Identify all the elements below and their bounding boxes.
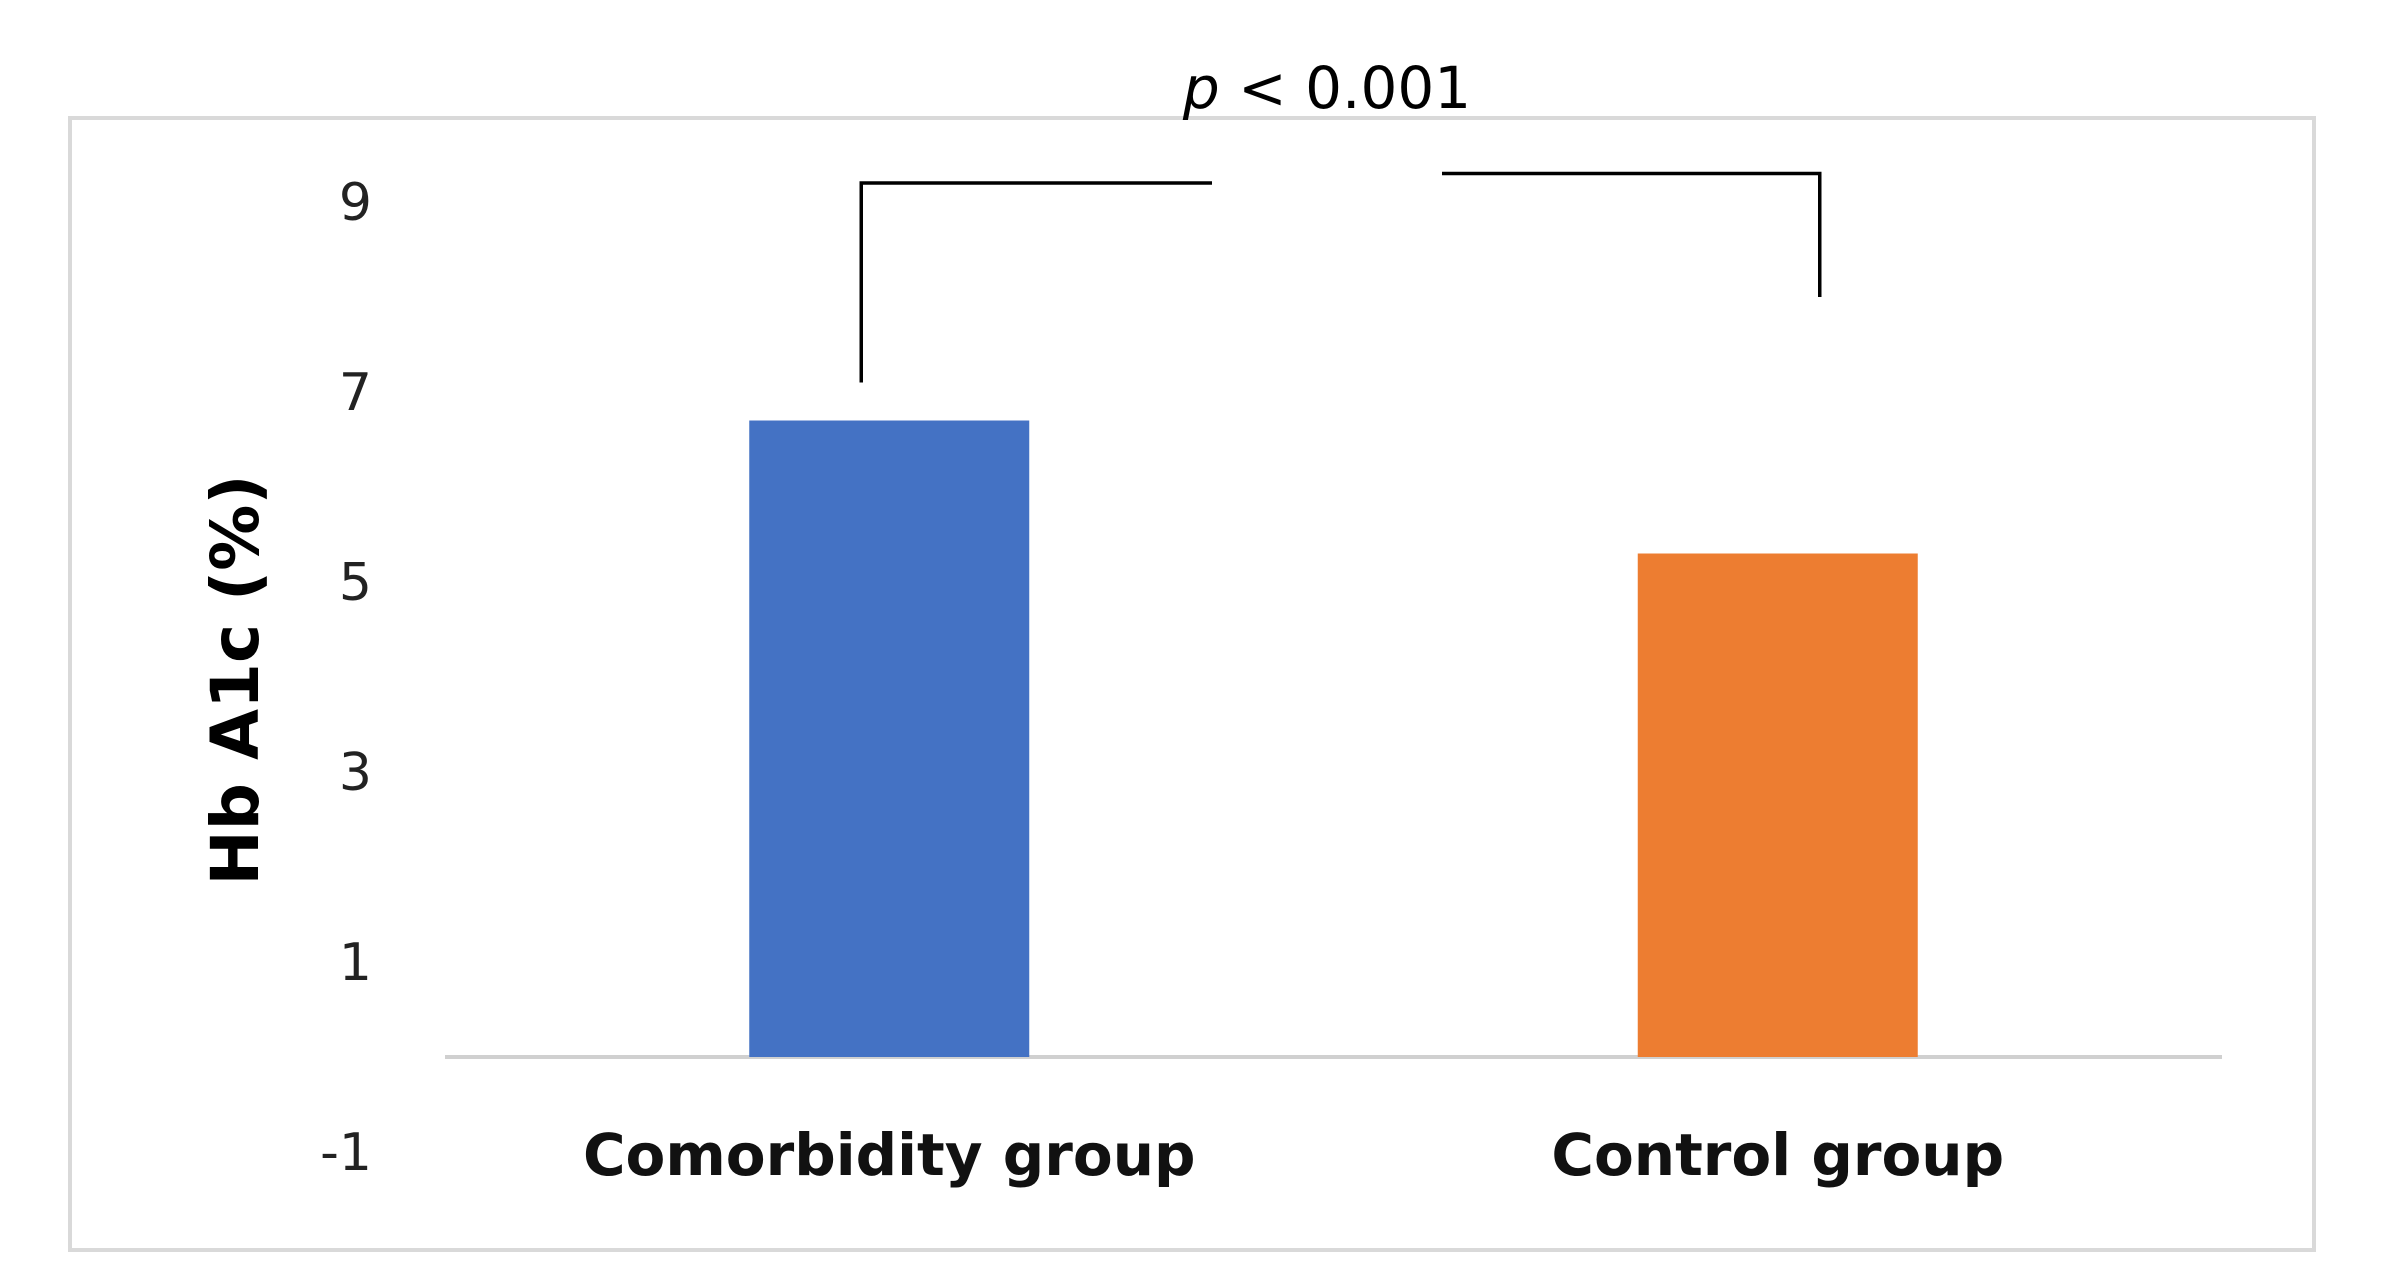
chart-frame: [68, 116, 2316, 1252]
bracket-left-arm: [859, 181, 1212, 383]
y-tick-label: 5: [339, 553, 372, 613]
p-value: < 0.001: [1220, 54, 1472, 122]
category-labels: Comorbidity group Control group: [583, 1121, 2004, 1189]
y-tick-label: 9: [339, 173, 372, 233]
bar: [749, 420, 1030, 1057]
bracket-right-arm: [1442, 171, 1822, 297]
p-symbol: p: [1182, 54, 1220, 122]
y-tick-label: -1: [320, 1123, 372, 1183]
y-tick-label: 7: [339, 363, 372, 423]
bars: [749, 420, 1918, 1057]
y-axis-ticks: -1 1 3 5 7 9: [320, 173, 372, 1183]
category-label: Control group: [1551, 1121, 2004, 1189]
significance-bracket: [859, 171, 1822, 383]
y-axis-title: Hb A1c (%): [197, 474, 274, 885]
category-label: Comorbidity group: [583, 1121, 1196, 1189]
bar: [1637, 553, 1918, 1057]
significance-label: p < 0.001: [1182, 54, 1471, 122]
y-tick-label: 3: [339, 743, 372, 803]
y-tick-label: 1: [339, 933, 372, 993]
